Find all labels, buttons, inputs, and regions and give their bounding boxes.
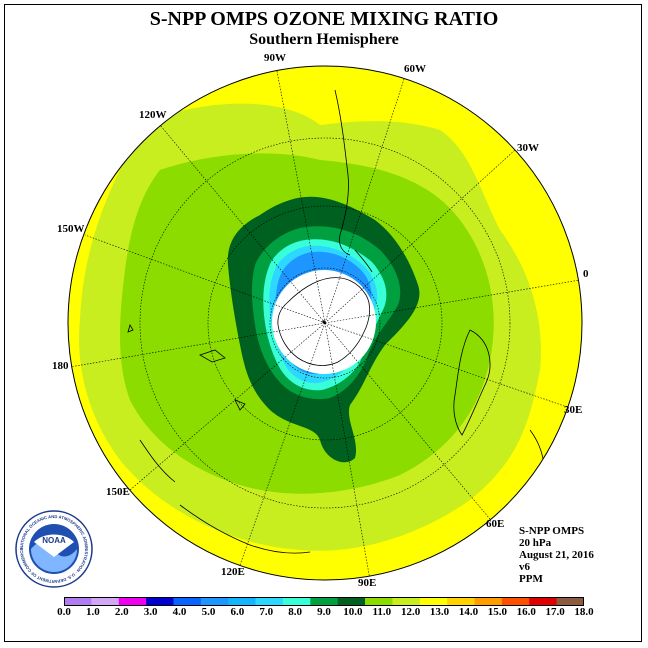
colorbar-tick-label: 11.0 xyxy=(372,606,392,618)
lon-label-90e: 90E xyxy=(358,577,377,589)
colorbar-swatch xyxy=(474,597,503,606)
colorbar-swatch xyxy=(200,597,229,606)
info-pressure: 20 hPa xyxy=(519,537,552,549)
colorbar-swatch xyxy=(447,597,475,606)
lon-label-150e: 150E xyxy=(106,486,130,498)
lon-label-120e: 120E xyxy=(221,566,245,578)
figure-frame xyxy=(4,4,642,642)
colorbar-swatch xyxy=(118,597,147,606)
colorbar-tick-label: 17.0 xyxy=(545,606,565,618)
colorbar-swatch xyxy=(91,597,120,606)
colorbar-tick-label: 18.0 xyxy=(574,606,594,618)
colorbar-swatch xyxy=(146,597,174,606)
colorbar-swatch xyxy=(337,597,366,606)
lon-label-60w: 60W xyxy=(404,63,426,75)
colorbar-outline xyxy=(64,597,584,606)
lon-label-30e: 30E xyxy=(564,404,583,416)
lon-label-0: 0 xyxy=(583,268,589,280)
graticule xyxy=(69,66,581,580)
colorbar-swatch xyxy=(556,597,584,606)
info-units: PPM xyxy=(519,573,543,585)
lon-label-90w: 90W xyxy=(264,52,286,64)
colorbar-tick-label: 9.0 xyxy=(317,606,331,618)
info-date: August 21, 2016 xyxy=(519,549,594,561)
colorbar-tick-label: 6.0 xyxy=(230,606,245,618)
colorbar-swatch xyxy=(501,597,530,606)
noaa-logo: NATIONAL OCEANIC AND ATMOSPHERIC ADMINIS… xyxy=(15,510,93,588)
colorbar-tick-label: 4.0 xyxy=(172,606,187,618)
colorbar-swatch xyxy=(365,597,393,606)
coastlines xyxy=(127,89,545,554)
colorbar-swatch xyxy=(173,597,202,606)
lon-label-30w: 30W xyxy=(517,142,539,154)
colorbar-tick-label: 3.0 xyxy=(143,606,158,618)
colorbar-swatch xyxy=(282,597,311,606)
colorbar-tick-label: 10.0 xyxy=(343,606,363,618)
logo-text: NOAA xyxy=(42,536,66,545)
logo-gull-icon xyxy=(34,534,74,557)
colorbar-swatch xyxy=(392,597,421,606)
colorbar-swatch xyxy=(310,597,338,606)
colorbar-swatch xyxy=(529,597,557,606)
lon-label-180: 180 xyxy=(52,360,69,372)
map-title: S-NPP OMPS OZONE MIXING RATIO xyxy=(149,8,499,30)
map-boundary xyxy=(67,65,583,581)
colorbar-swatch xyxy=(419,597,448,606)
colorbar-tick-label: 16.0 xyxy=(516,606,536,618)
colorbar-tick-label: 5.0 xyxy=(201,606,216,618)
colorbar-tick-label: 7.0 xyxy=(259,606,274,618)
colorbar-ticks: 0.0 1.0 2.0 3.0 4.0 5.0 6.0 7.0 8.0 9.0 10.0 11.0 12… xyxy=(0,606,648,622)
colorbar-tick-label: 0.0 xyxy=(57,606,71,618)
lon-label-120w: 120W xyxy=(139,109,167,121)
info-block: S-NPP OMPS 20 hPa August 21, 2016 v6 PPM xyxy=(519,525,594,585)
colorbar-swatch xyxy=(64,597,92,606)
colorbar-tick-label: 8.0 xyxy=(288,606,302,618)
info-version: v6 xyxy=(519,561,530,573)
colorbar-tick-label: 14.0 xyxy=(458,606,479,618)
colorbar-tick-label: 1.0 xyxy=(86,606,100,618)
colorbar-tick-label: 12.0 xyxy=(401,606,421,618)
south-pole-marker xyxy=(322,320,326,324)
map-subtitle: Southern Hemisphere xyxy=(249,31,399,48)
lon-label-150w: 150W xyxy=(57,223,85,235)
colorbar-swatch xyxy=(255,597,284,606)
colorbar-tick-label: 13.0 xyxy=(429,606,450,618)
info-instrument: S-NPP OMPS xyxy=(519,525,585,537)
colorbar-tick-label: 2.0 xyxy=(114,606,129,618)
lon-label-60e: 60E xyxy=(486,518,505,530)
colorbar-swatch xyxy=(228,597,256,606)
colorbar-tick-label: 15.0 xyxy=(487,606,507,618)
colorbar xyxy=(64,597,584,606)
